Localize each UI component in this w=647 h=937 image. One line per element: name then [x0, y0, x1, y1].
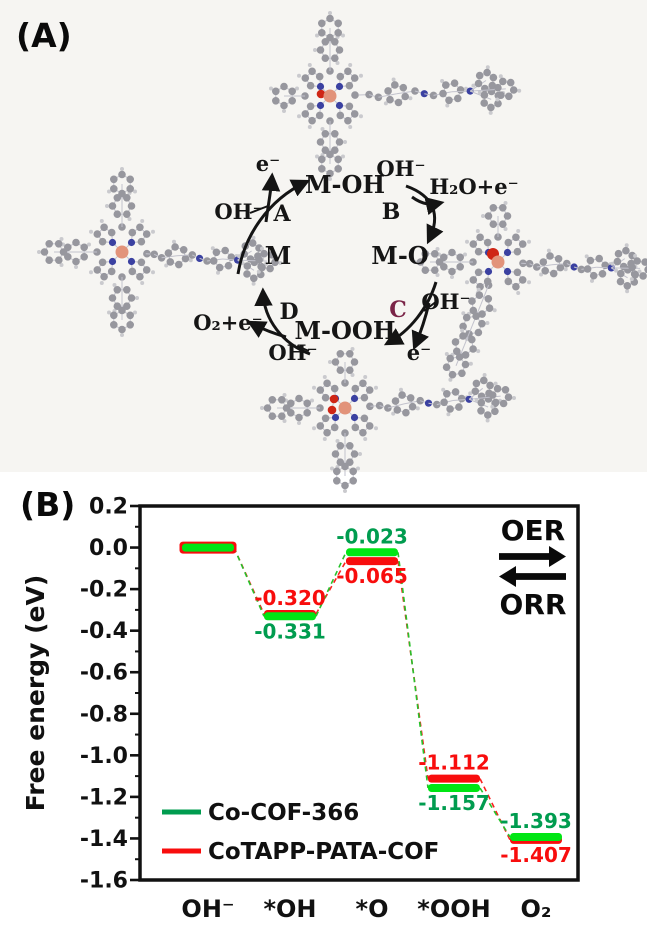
molecule-structures: [37, 11, 647, 493]
step-a-arrow: [236, 179, 311, 275]
oer-forward-arrow: [499, 546, 566, 567]
panel-a-label: (A): [16, 16, 72, 55]
energy-level-Co-COF-366-1: [264, 612, 316, 621]
oxygen-electron-label: O₂+e⁻: [193, 310, 263, 335]
species-m-ooh: M-OOH: [294, 316, 395, 345]
step-d-arrow: [254, 287, 311, 356]
x-category-label: *O: [356, 895, 389, 923]
x-category-label: OH⁻: [181, 895, 234, 923]
oxygen-release-arrow-d: [246, 320, 287, 339]
y-tick-label: -0.4: [80, 619, 128, 644]
hydroxide-label-a: OH⁻: [214, 199, 263, 224]
species-m: M: [265, 241, 292, 270]
hydroxide-label-b: OH⁻: [376, 156, 425, 181]
catalytic-cycle-labels: e⁻ OH⁻ A M-OH OH⁻ H₂O+e⁻ B M M-O C OH⁻ e…: [193, 151, 518, 365]
electron-label-c: e⁻: [407, 340, 431, 365]
connector-line-Co-COF-366: [315, 551, 347, 617]
connector-line-Co-COF-366: [479, 787, 511, 838]
step-c-label: C: [389, 297, 407, 323]
value-label-CoTAPP-PATA-COF-1: -0.320: [254, 586, 326, 610]
orr-label: ORR: [500, 588, 567, 621]
step-a-label: A: [272, 201, 291, 227]
x-category-label: *OH: [263, 895, 316, 923]
y-tick-label: -1.0: [80, 744, 128, 769]
panel-a-background: [0, 0, 647, 472]
value-label-Co-COF-366-4: -1.393: [500, 809, 572, 833]
y-tick-label: -0.8: [80, 702, 128, 727]
step-d-label: D: [279, 299, 298, 325]
value-label-Co-COF-366-1: -0.331: [254, 619, 326, 643]
water-electron-label: H₂O+e⁻: [429, 174, 518, 199]
step-c-arrow: [383, 281, 438, 346]
oh-join-line-d: [296, 345, 310, 352]
free-energy-diagram: 0.2 0.0 -0.2 -0.4 -0.6 -0.8 -1.0 -1.2 -1.4 -1.6 Fr…: [21, 495, 580, 923]
oh-join-line-a: [249, 205, 269, 214]
molecule-m-state: [37, 167, 283, 337]
species-m-oh: M-OH: [305, 170, 385, 199]
water-release-arrow-b: [411, 195, 445, 216]
molecule-m-ooh-state: [260, 347, 516, 493]
y-tick-label: -1.6: [80, 869, 128, 894]
oh-join-line-c: [423, 300, 438, 312]
molecule-m-oh-state: [269, 11, 522, 181]
value-label-Co-COF-366-3: -1.157: [418, 791, 490, 815]
y-tick-label: -1.2: [80, 785, 128, 810]
energy-level-Co-COF-366-3: [428, 784, 480, 792]
connector-line-Co-COF-366: [397, 552, 429, 789]
energy-level-CoTAPP-PATA-COF-2: [346, 557, 398, 566]
legend-label-CoTAPP-PATA-COF: CoTAPP-PATA-COF: [208, 839, 439, 865]
step-b-label: B: [382, 199, 401, 225]
energy-level-CoTAPP-PATA-COF-3: [428, 774, 480, 783]
y-tick-label: 0.0: [89, 536, 128, 561]
electron-label-top: e⁻: [256, 151, 280, 176]
y-axis-title: Free energy (eV): [21, 575, 50, 812]
catalytic-cycle-arrows: [236, 172, 445, 356]
value-label-Co-COF-366-2: -0.023: [336, 524, 408, 548]
energy-level-Co-COF-366-0: [182, 543, 234, 552]
y-tick-label: 0.2: [89, 495, 128, 520]
panel-b-background: [0, 472, 647, 937]
panel-b-label: (B): [20, 485, 75, 524]
orr-reverse-arrow: [499, 566, 566, 587]
value-label-CoTAPP-PATA-COF-3: -1.112: [418, 751, 490, 775]
electron-release-arrow-a: [261, 172, 281, 223]
oer-label: OER: [501, 514, 566, 547]
connector-line-Co-COF-366: [233, 547, 265, 617]
y-tick-label: -0.6: [80, 661, 128, 686]
molecule-m-o-state: [413, 201, 647, 382]
value-label-CoTAPP-PATA-COF-2: -0.065: [336, 564, 408, 588]
x-category-label: *OOH: [417, 895, 490, 923]
hydroxide-label-d: OH⁻: [268, 340, 317, 365]
x-category-label: O₂: [521, 895, 552, 923]
legend-label-Co-COF-366: Co-COF-366: [208, 800, 359, 826]
y-tick-label: -0.2: [80, 578, 128, 603]
y-tick-label: -1.4: [80, 827, 128, 852]
energy-level-Co-COF-366-4: [510, 833, 562, 841]
hydroxide-label-c: OH⁻: [421, 289, 470, 314]
value-label-CoTAPP-PATA-COF-4: -1.407: [500, 843, 572, 867]
species-m-o: M-O: [371, 241, 428, 270]
energy-level-Co-COF-366-2: [346, 548, 398, 557]
